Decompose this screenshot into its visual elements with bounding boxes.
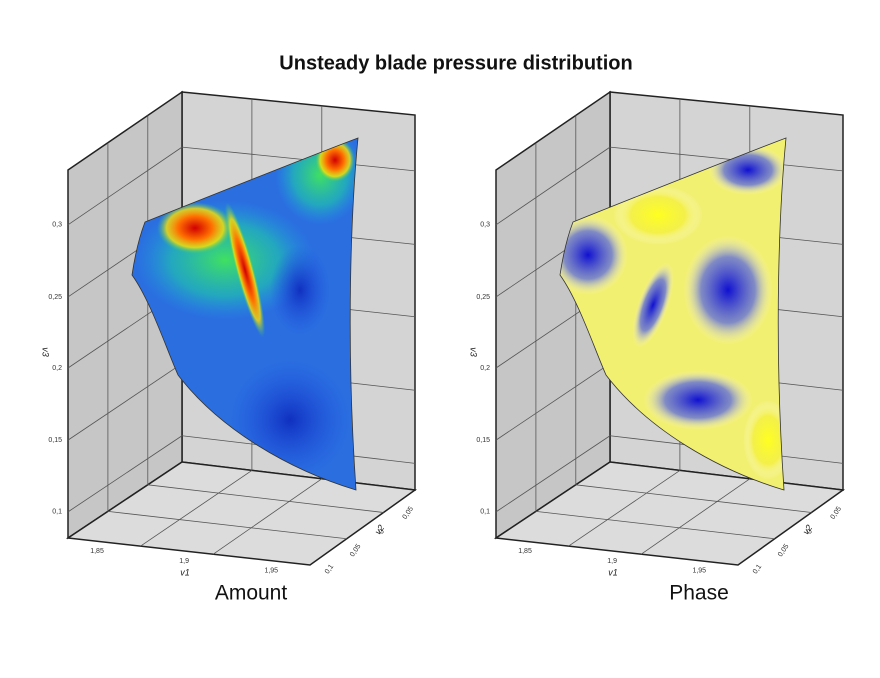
grid-line <box>147 484 384 513</box>
plot-panel: 0,3 0,25 0,2 0,15 0,1 v3 1,85 1,9 1,95 v1 0,05 0 0,0… <box>41 90 418 610</box>
x-tick-label: 1,95 <box>264 568 278 575</box>
region <box>270 245 330 335</box>
grid-line <box>495 435 611 513</box>
z-tick-label: 0,05 <box>349 543 363 558</box>
floor <box>65 461 418 566</box>
region <box>157 202 233 254</box>
x-axis-label: v1 <box>608 567 618 577</box>
title-box <box>240 46 672 82</box>
grid-line <box>140 470 253 547</box>
z-tick-label: 0,1 <box>752 563 763 575</box>
grid-line <box>575 484 812 513</box>
z-tick-label: 0,1 <box>324 563 335 575</box>
label-box <box>624 576 734 610</box>
x-axis-label: v1 <box>180 567 190 577</box>
y-tick-label: 0,15 <box>48 437 62 444</box>
z-axis-label: v2 <box>373 523 387 537</box>
plot-panel: 0,3 0,25 0,2 0,15 0,1 v3 1,85 1,9 1,95 v1 0,05 0 0,0… <box>469 90 846 610</box>
grid-line <box>107 511 347 540</box>
y-tick-label: 0,3 <box>480 222 490 229</box>
y-tick-label: 0,25 <box>476 294 490 301</box>
y-tick-label: 0,3 <box>52 222 62 229</box>
z-tick-label: 0 <box>806 528 814 535</box>
grid-line <box>181 146 416 172</box>
blade-outline <box>559 137 787 491</box>
y-tick-label: 0,2 <box>480 365 490 372</box>
grid-line <box>640 478 751 555</box>
floor <box>493 461 846 566</box>
x-tick-label: 1,85 <box>518 548 532 555</box>
z-tick-label: 0,05 <box>830 506 844 521</box>
panel-label: Amount <box>215 582 288 605</box>
x-tick-label: 1,95 <box>692 568 706 575</box>
blade-surface <box>560 138 786 490</box>
blade-outline <box>131 137 359 491</box>
grid-line <box>495 363 611 441</box>
y-tick-label: 0,1 <box>480 509 490 516</box>
x-tick-label: 1,9 <box>607 558 617 565</box>
region <box>683 235 773 345</box>
grid-line <box>495 146 611 226</box>
grid-line <box>212 478 323 555</box>
y-axis-label: v3 <box>41 347 51 357</box>
y-tick-label: 0,15 <box>476 437 490 444</box>
y-tick-label: 0,25 <box>48 294 62 301</box>
grid-line <box>67 146 183 226</box>
panel-label: Phase <box>669 582 729 605</box>
grid-line <box>67 435 183 513</box>
x-tick-label: 1,9 <box>179 558 189 565</box>
z-axis-label: v2 <box>801 523 815 537</box>
region <box>224 202 266 338</box>
title: Unsteady blade pressure distribution <box>279 52 632 74</box>
y-tick-label: 0,1 <box>52 509 62 516</box>
grid-line <box>535 511 775 540</box>
region <box>613 185 703 245</box>
grid-line <box>568 470 681 547</box>
z-tick-label: 0,05 <box>777 543 791 558</box>
region <box>632 262 674 348</box>
z-tick-label: 0 <box>378 528 386 535</box>
region <box>643 370 753 430</box>
y-axis-label: v3 <box>469 347 479 357</box>
y-tick-label: 0,2 <box>52 365 62 372</box>
x-tick-label: 1,85 <box>90 548 104 555</box>
label-box <box>196 576 306 610</box>
grid-line <box>67 363 183 441</box>
grid-line <box>609 146 844 172</box>
z-tick-label: 0,05 <box>402 506 416 521</box>
